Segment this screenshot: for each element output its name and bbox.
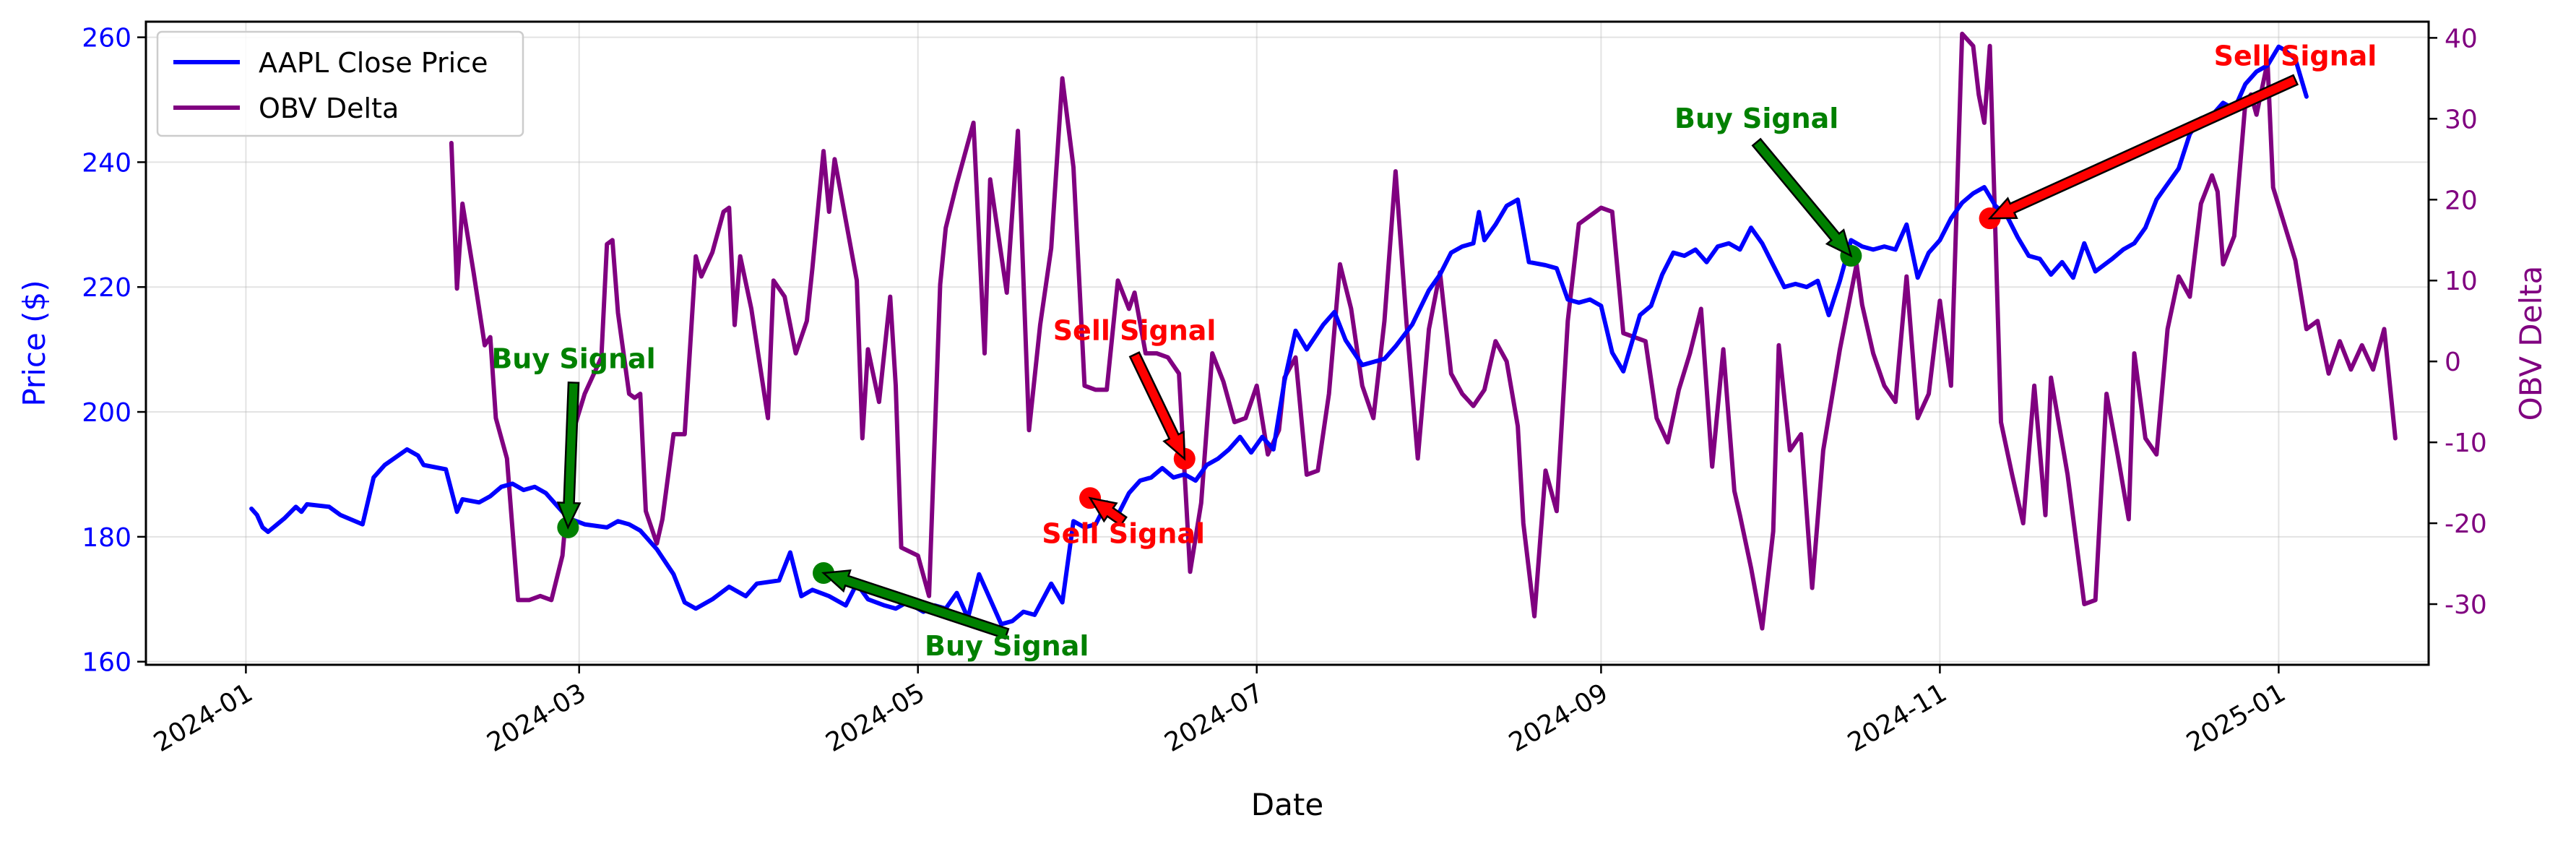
obv-delta-line	[449, 31, 2398, 631]
y-right-tick-label: -20	[2445, 509, 2487, 539]
legend-label-price: AAPL Close Price	[259, 47, 488, 79]
plot-frame	[144, 20, 2430, 666]
buy-signal-label: Buy Signal	[1674, 103, 1838, 134]
y-left-tick-label: 240	[82, 148, 131, 178]
y-right-tick-label: -30	[2445, 590, 2487, 620]
buy-signal-arrow	[821, 569, 1010, 640]
legend-label-obv: OBV Delta	[259, 92, 399, 124]
y-right-tick-label: 40	[2445, 24, 2478, 53]
price-layer	[249, 44, 2309, 626]
y-left-tick-label: 200	[82, 398, 131, 428]
buy-signal-arrow	[1751, 137, 1853, 258]
y-right-tick-label: 10	[2445, 267, 2478, 296]
price-line	[249, 44, 2309, 626]
sell-signal-arrow	[1128, 351, 1186, 461]
y-left-tick-label: 220	[82, 273, 131, 303]
sell-signal-label: Sell Signal	[1042, 518, 1205, 550]
sell-signal-label: Sell Signal	[2214, 40, 2377, 72]
y-left-tick-label: 180	[82, 523, 131, 553]
y-right-tick-label: -10	[2445, 429, 2487, 458]
buy-signal-label: Buy Signal	[491, 343, 655, 375]
buy-signal-arrow	[556, 382, 582, 530]
y-axis-left-label: Price ($)	[17, 280, 52, 406]
y-left-tick-label: 260	[82, 24, 131, 53]
buy-signal-label: Buy Signal	[925, 630, 1089, 662]
x-axis-label: Date	[1251, 787, 1323, 822]
y-axis-right: -30 -20 -10 0 10 20 30 40	[2429, 24, 2487, 620]
y-right-tick-label: 30	[2445, 105, 2478, 134]
obv-layer	[449, 31, 2398, 631]
y-right-tick-label: 0	[2445, 348, 2461, 377]
sell-signal-label: Sell Signal	[1053, 315, 1216, 347]
annotation-layer: Buy Signal Buy Signal Sell Signal Sell Sign…	[491, 40, 2377, 662]
y-axis-left: 160 180 200 220 240 260	[82, 24, 146, 678]
sell-signal-arrow	[1987, 74, 2299, 220]
y-axis-right-label: OBV Delta	[2513, 266, 2549, 421]
sell-signal-arrow	[1088, 496, 1128, 527]
legend: AAPL Close Price OBV Delta	[156, 30, 524, 137]
y-left-tick-label: 160	[82, 648, 131, 678]
legend-box	[156, 30, 524, 137]
y-right-tick-label: 20	[2445, 186, 2478, 215]
